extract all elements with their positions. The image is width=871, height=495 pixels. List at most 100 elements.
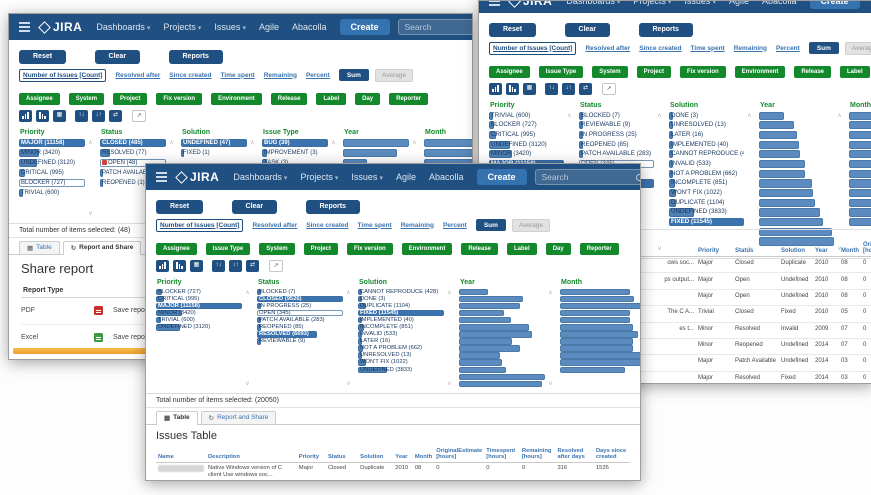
chart-ascending-icon[interactable] <box>19 109 32 122</box>
filter-item[interactable]: REOPENED (85) <box>257 323 343 331</box>
metric-link-since-created[interactable]: Since created <box>169 71 212 79</box>
filter-item[interactable]: DONE (3) <box>669 111 744 120</box>
nav-dashboards[interactable]: Dashboards ▾ <box>96 22 151 32</box>
scroll-up-icon[interactable]: ∧ <box>567 112 572 119</box>
dimension-button-issue-type[interactable]: Issue Type <box>205 242 251 255</box>
filter-item[interactable]: 2001 (720) <box>759 111 834 120</box>
dimension-button-fix-version[interactable]: Fix version <box>156 92 203 105</box>
filter-item[interactable]: OPEN (48) <box>100 158 166 167</box>
dimension-button-project[interactable]: Project <box>303 242 338 255</box>
filter-item[interactable]: 11 (1901) <box>560 359 640 367</box>
filter-item[interactable]: 12 (1441) <box>849 111 871 120</box>
filter-item[interactable]: PATCH AVAILABLE (283) <box>257 316 343 324</box>
scroll-down-icon[interactable]: ∨ <box>245 380 250 387</box>
nav-abacolla[interactable]: Abacolla <box>291 22 327 32</box>
metric-link-resolved-after[interactable]: Resolved after <box>585 44 631 52</box>
dimension-button-fix-version[interactable]: Fix version <box>346 242 393 255</box>
metric-link-remaining[interactable]: Remaining <box>400 221 434 229</box>
nav-agile[interactable]: Agile <box>258 22 279 32</box>
filter-item[interactable]: BLOCKED (7) <box>579 111 654 120</box>
table-view-icon[interactable]: ▦ <box>523 82 536 95</box>
metric-link-resolved-after[interactable]: Resolved after <box>115 71 161 79</box>
column-header-originalestimate-hours-[interactable]: OriginalEstimate [hours] <box>434 446 485 463</box>
filter-item[interactable]: 04 (1552) <box>560 309 640 317</box>
filter-item[interactable]: 2013 (2129) <box>459 373 545 381</box>
table-view-icon[interactable]: ▦ <box>53 109 66 122</box>
dimension-button-label[interactable]: Label <box>840 65 870 78</box>
tab-table[interactable]: ▦ Table <box>156 410 198 425</box>
filter-item[interactable]: 01 (1562) <box>560 288 640 296</box>
filter-item[interactable]: 03 (1906) <box>849 218 871 227</box>
filter-item[interactable]: CLOSED (9526) <box>257 295 343 303</box>
scroll-up-icon[interactable]: ∧ <box>331 139 336 146</box>
nav-issues[interactable]: Issues ▾ <box>351 172 383 182</box>
sort-up-down-icon[interactable]: ↑↓ <box>75 109 88 122</box>
sum-button[interactable]: Sum <box>338 69 369 81</box>
clear-button[interactable]: Clear <box>94 49 141 64</box>
filter-item[interactable]: 11 (1901) <box>849 208 871 217</box>
nav-abacolla[interactable]: Abacolla <box>761 1 797 6</box>
reports-button[interactable]: Reports <box>168 49 223 64</box>
filter-item[interactable]: TRIVIAL (600) <box>489 111 564 120</box>
table-row[interactable]: Native Windows version of C client Use w… <box>156 462 630 480</box>
column-header-solution[interactable]: Solution <box>358 446 394 463</box>
filter-item[interactable]: 10 (1884) <box>560 352 640 359</box>
filter-item[interactable]: BUG (39) <box>262 138 328 147</box>
column-header-days-since-created[interactable]: Days since created <box>593 446 630 463</box>
metric-link-since-created[interactable]: Since created <box>306 221 349 229</box>
filter-item[interactable]: REOPENED (85) <box>579 140 654 149</box>
sort-up-down-icon[interactable]: ↑↓ <box>545 82 558 95</box>
column-header-timespent-hours-[interactable]: Timespent [hours] <box>484 446 520 463</box>
filter-item[interactable]: CLOSED (485) <box>100 138 166 147</box>
filter-item[interactable]: FIXED (11545) <box>669 218 744 227</box>
nav-issues[interactable]: Issues ▾ <box>214 22 246 32</box>
filter-item[interactable]: INVALID (533) <box>669 159 744 169</box>
reports-button[interactable]: Reports <box>638 22 693 37</box>
dimension-button-system[interactable]: System <box>68 92 105 105</box>
scroll-up-icon[interactable]: ∧ <box>250 139 255 146</box>
sum-button[interactable]: Sum <box>808 42 839 54</box>
column-header-month[interactable]: Month <box>412 446 435 463</box>
column-header-year[interactable]: Year <box>813 241 839 257</box>
filter-item[interactable]: UNDEFINED (3120) <box>156 323 242 331</box>
filter-item[interactable]: 2007 (1813) <box>759 218 834 227</box>
filter-item[interactable]: 07 (8) <box>424 138 472 147</box>
create-button[interactable]: Create <box>339 19 390 35</box>
expand-icon[interactable]: ↗ <box>132 109 146 122</box>
filter-item[interactable]: BLOCKER (727) <box>156 288 242 296</box>
filter-item[interactable]: 06 (1624) <box>560 323 640 331</box>
filter-item[interactable]: 2004 (1123) <box>759 140 834 149</box>
filter-item[interactable]: NOT A PROBLEM (662) <box>669 169 744 178</box>
filter-item[interactable]: 2011 (1072) <box>459 359 545 367</box>
sort-swap-icon[interactable]: ⇄ <box>109 109 122 122</box>
filter-item[interactable]: 2005 (1298) <box>459 316 545 324</box>
filter-item[interactable]: REVIEWABLE (9) <box>579 121 654 130</box>
filter-item[interactable]: 2003 (1511) <box>459 302 545 310</box>
metric-link-number-of-issues-count-[interactable]: Number of Issues [Count] <box>489 41 577 55</box>
nav-dashboards[interactable]: Dashboards ▾ <box>566 1 621 6</box>
filter-item[interactable]: IN PROGRESS (25) <box>579 130 654 140</box>
filter-item[interactable]: 2012 (1156) <box>459 366 545 374</box>
filter-item[interactable]: 11 (6) <box>424 158 472 167</box>
dimension-button-assignee[interactable]: Assignee <box>489 65 530 78</box>
metric-link-percent[interactable]: Percent <box>442 221 467 229</box>
filter-item[interactable]: MINOR (3420) <box>19 148 85 157</box>
hamburger-menu-icon[interactable] <box>489 1 500 2</box>
column-header-priority[interactable]: Priority <box>296 446 326 463</box>
nav-projects[interactable]: Projects ▾ <box>300 172 339 182</box>
scroll-up-icon[interactable]: ∧ <box>169 139 174 146</box>
filter-item[interactable]: PATCH AVAILABLE (283) <box>579 150 654 159</box>
filter-item[interactable]: 2007 (1813) <box>459 331 545 338</box>
nav-agile[interactable]: Agile <box>395 172 416 182</box>
filter-item[interactable]: 2009 (1522) <box>759 189 834 198</box>
column-header-year[interactable]: Year <box>393 446 413 463</box>
column-header-description[interactable]: Description <box>206 446 297 463</box>
filter-item[interactable]: 2014 (2063) <box>459 380 545 387</box>
filter-item[interactable]: CANNOT REPRODUCE (428) <box>358 288 444 296</box>
dimension-button-assignee[interactable]: Assignee <box>156 242 197 255</box>
metric-link-remaining[interactable]: Remaining <box>263 71 297 79</box>
filter-item[interactable]: 09 (1613) <box>560 345 640 352</box>
dimension-button-environment[interactable]: Environment <box>734 65 786 78</box>
sum-button[interactable]: Sum <box>475 219 506 231</box>
create-button[interactable]: Create <box>809 1 860 9</box>
